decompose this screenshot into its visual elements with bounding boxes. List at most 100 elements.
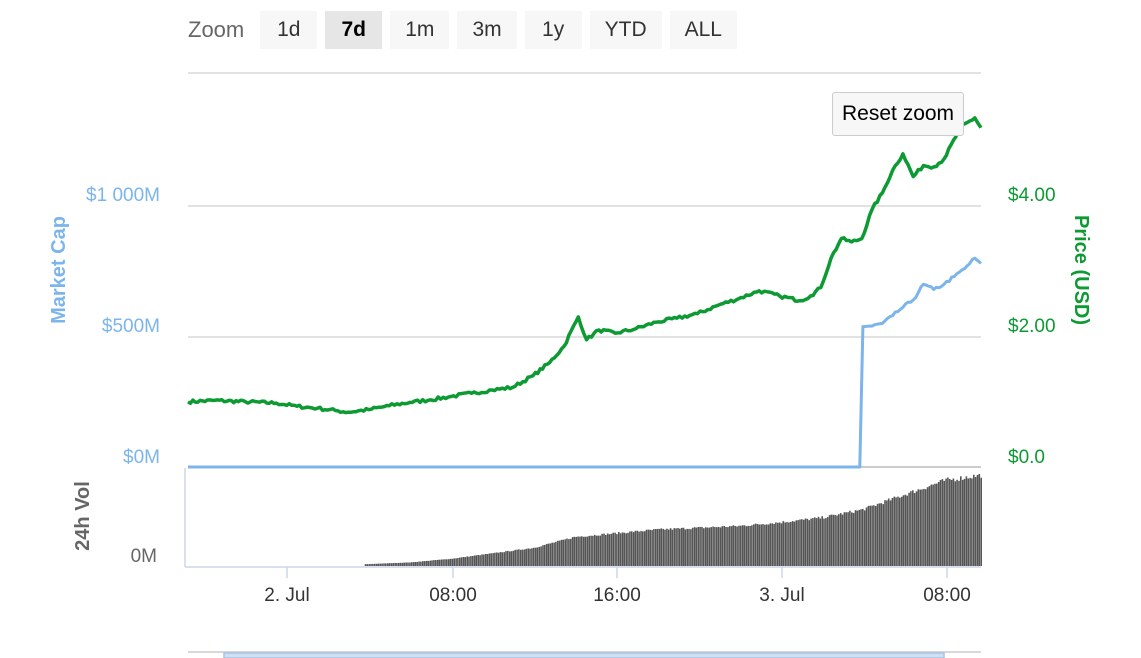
volume-bar (375, 563, 378, 566)
volume-bar (862, 508, 864, 566)
volume-bar (802, 519, 805, 566)
volume-bar (701, 526, 703, 566)
volume-bar (680, 527, 683, 566)
volume-bar (407, 562, 409, 566)
volume-bar (422, 561, 424, 566)
volume-bar (734, 526, 737, 566)
volume-bar (941, 479, 944, 566)
volume-bar (915, 491, 918, 566)
volume-bar (971, 478, 973, 566)
volume-bar (544, 544, 546, 566)
volume-bar (575, 536, 578, 566)
volume-bar (797, 520, 799, 566)
volume-bar (618, 532, 620, 566)
volume-bar (706, 527, 709, 566)
volume-bar (897, 496, 899, 566)
volume-bar (636, 530, 639, 566)
volume-bar (810, 518, 812, 566)
zoom-1y-button[interactable]: 1y (524, 11, 582, 49)
volume-bar (449, 558, 452, 566)
volume-bar (614, 532, 616, 566)
volume-bar (823, 518, 825, 566)
volume-bar (878, 503, 881, 566)
volume-bar (745, 526, 748, 566)
volume-bar (771, 523, 774, 566)
volume-bar (366, 564, 369, 566)
volume-bar (496, 552, 498, 566)
volume-bar (433, 560, 435, 566)
volume-bar (773, 523, 775, 566)
volume-bar (867, 505, 870, 566)
zoom-1m-button[interactable]: 1m (390, 11, 450, 49)
volume-bar (409, 562, 411, 566)
volume-bar (531, 548, 533, 566)
volume-bar (481, 554, 483, 566)
volume-bar (806, 518, 809, 566)
zoom-3m-button[interactable]: 3m (457, 11, 517, 49)
volume-bar (545, 544, 548, 566)
volume-bar (494, 552, 496, 566)
volume-bar (969, 477, 971, 566)
navigator-selection[interactable] (223, 652, 945, 658)
volume-bar (801, 519, 803, 566)
zoom-all-button[interactable]: ALL (669, 11, 737, 49)
volume-bar (403, 562, 406, 566)
volume-bar (782, 521, 785, 566)
volume-bar (754, 523, 757, 566)
volume-bar (645, 529, 648, 566)
volume-bar (910, 491, 912, 566)
volume-tick-0: 0M (131, 546, 157, 567)
volume-bar (532, 547, 535, 566)
zoom-1d-button[interactable]: 1d (260, 11, 318, 49)
zoom-ytd-button[interactable]: YTD (589, 11, 662, 49)
volume-bar (743, 525, 746, 566)
x-label-0800b: 08:00 (923, 585, 971, 606)
volume-bar (765, 524, 768, 566)
volume-bar (836, 515, 838, 566)
volume-bar (815, 518, 818, 566)
volume-bar (921, 489, 923, 566)
volume-bar (980, 477, 982, 566)
volume-bar (928, 486, 931, 566)
volume-bar (677, 528, 679, 566)
volume-bar (876, 503, 879, 566)
volume-bar (930, 484, 933, 566)
volume-bar (525, 548, 528, 566)
volume-bar (606, 533, 609, 566)
volume-bar (553, 542, 555, 566)
volume-bar (508, 551, 511, 566)
volume-bar (429, 560, 431, 566)
volume-bar (399, 562, 402, 566)
volume-bar (826, 517, 829, 566)
volume-bar (712, 526, 714, 566)
volume-bar (858, 509, 860, 566)
volume-bar (825, 518, 827, 566)
x-label-2jul: 2. Jul (264, 585, 309, 606)
volume-bar (884, 500, 886, 566)
volume-bar (451, 558, 454, 566)
volume-bar (520, 549, 522, 566)
volume-bar (828, 515, 831, 566)
volume-bar (845, 512, 847, 566)
volume-bar (651, 530, 653, 566)
x-label-1600: 16:00 (593, 585, 641, 606)
volume-bar (507, 550, 509, 566)
volume-bar (784, 522, 786, 566)
volume-bar (791, 521, 794, 566)
volume-bar (960, 476, 962, 566)
volume-bar (540, 546, 542, 566)
volume-bar (740, 525, 742, 566)
volume-bar (786, 522, 788, 566)
volume-bar (889, 500, 892, 566)
reset-zoom-button[interactable]: Reset zoom (832, 92, 965, 136)
volume-bar (936, 483, 938, 566)
volume-bar (379, 563, 382, 566)
price-tick-4: $4.00 (1008, 185, 1056, 206)
volume-bar (832, 514, 835, 566)
volume-bar (547, 543, 550, 566)
volume-bar (756, 524, 759, 566)
zoom-7d-button[interactable]: 7d (325, 11, 383, 49)
volume-bar (597, 535, 600, 566)
volume-bar (416, 561, 418, 566)
volume-bar (974, 477, 977, 566)
